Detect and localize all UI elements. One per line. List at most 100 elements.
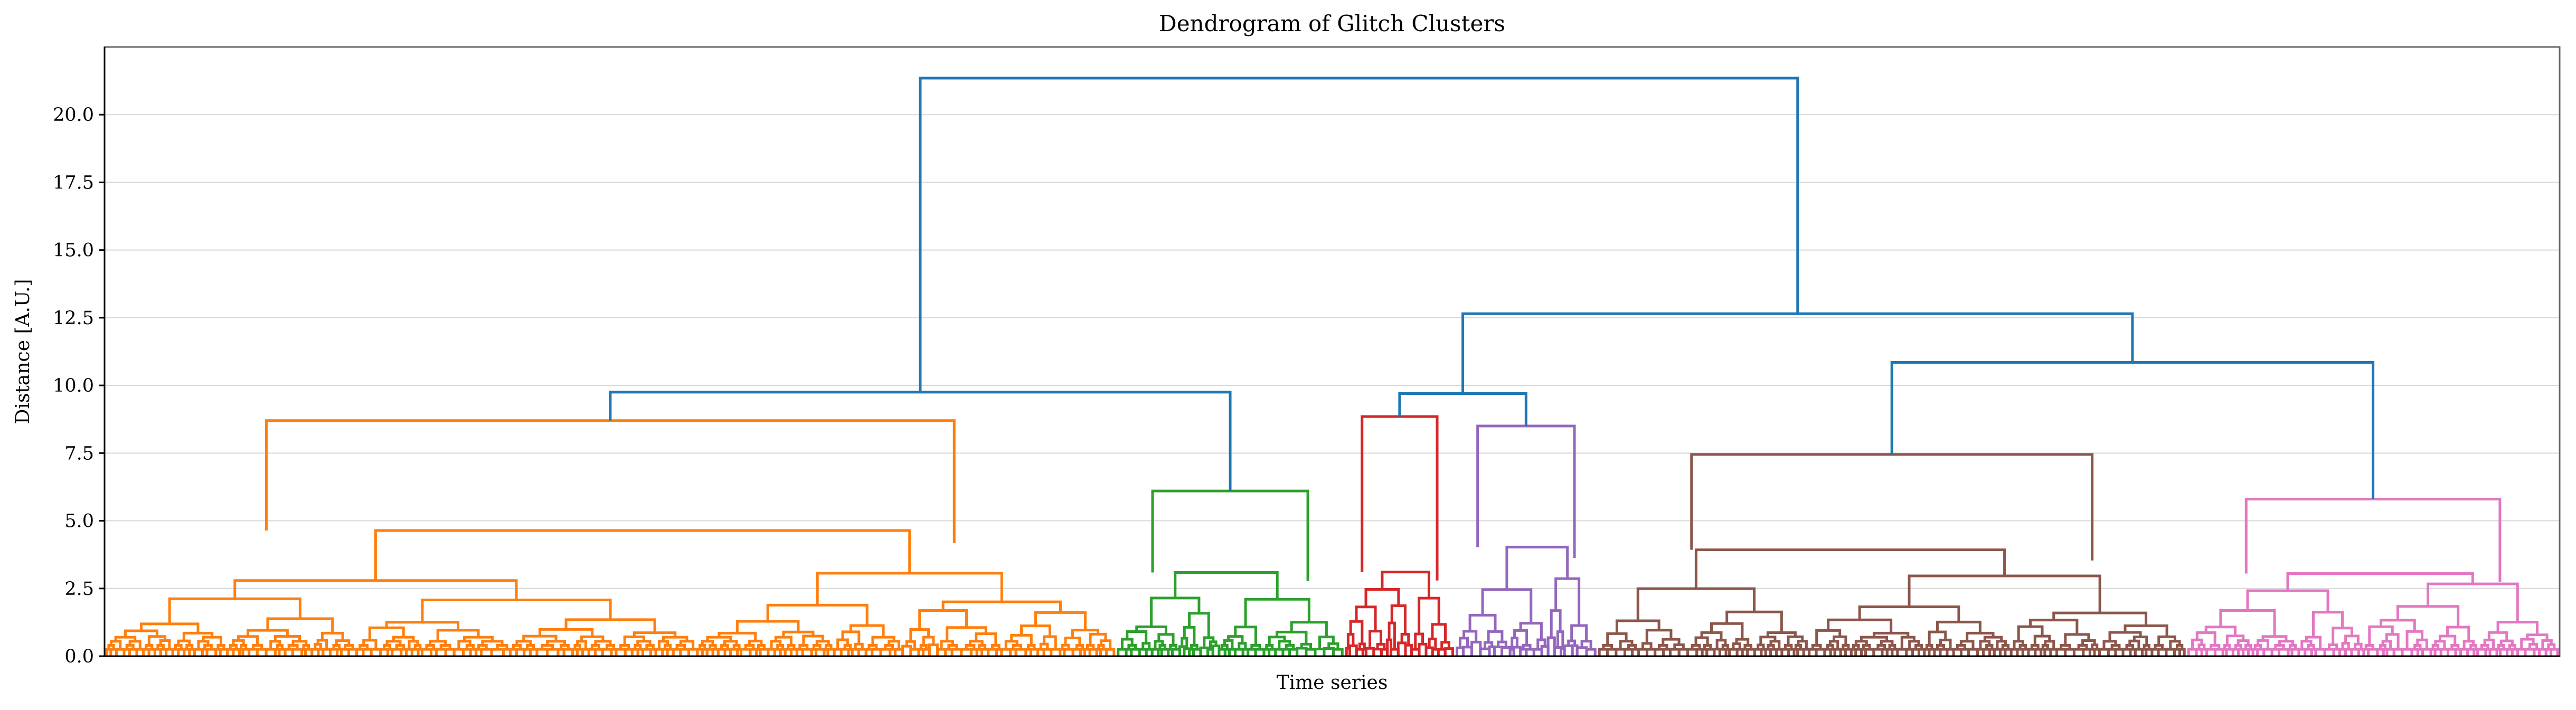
cluster-link (1381, 571, 1430, 599)
cluster-link (2178, 648, 2186, 656)
cluster-link (1418, 597, 1440, 634)
cluster-link (849, 624, 885, 638)
cluster-link (1936, 620, 1981, 633)
cluster-link (1797, 640, 1808, 650)
y-tick-label: 17.5 (53, 172, 94, 193)
cluster-link (2368, 625, 2394, 646)
cluster-link (1585, 648, 1597, 656)
cluster-link (1050, 648, 1062, 656)
cluster-link (291, 648, 304, 656)
cluster-link (1364, 588, 1400, 607)
cluster-link (1468, 613, 1497, 632)
cluster-link (1135, 625, 1167, 635)
root-link (1398, 392, 1527, 427)
cluster-link (2098, 648, 2110, 656)
cluster-link (1668, 648, 1681, 656)
cluster-link (1443, 647, 1454, 656)
y-axis-label: Distance [A.U.] (12, 279, 34, 424)
cluster-link (392, 636, 415, 641)
axes: 0.0 2.5 5.0 7.5 10.0 12.5 15.0 17.5 20.0 (53, 46, 2561, 667)
cluster-link (1300, 642, 1312, 650)
y-tick-label: 20.0 (53, 105, 94, 126)
cluster-link (2446, 626, 2470, 641)
cluster-brown (1598, 453, 2186, 656)
cluster-link (2246, 589, 2329, 612)
cluster-purple (1456, 424, 1597, 656)
cluster-link (2219, 609, 2276, 637)
cluster-link (463, 636, 494, 641)
cluster-link (479, 648, 493, 656)
cluster-link (1700, 631, 1723, 640)
cluster-link (429, 640, 447, 646)
cluster-link (2195, 631, 2216, 646)
cluster-link (1645, 629, 1673, 643)
cluster-link (1314, 648, 1326, 656)
cluster-link (1223, 639, 1234, 650)
cluster-top-link (2244, 498, 2502, 582)
cluster-link (2427, 582, 2519, 622)
cluster-link (1725, 610, 1783, 633)
cluster-link (1641, 642, 1653, 650)
cluster-link (1686, 648, 1699, 656)
y-tick-label: 15.0 (53, 240, 94, 261)
cluster-link (580, 635, 605, 641)
cluster-link (1358, 642, 1366, 650)
cluster-link (1150, 597, 1201, 627)
cluster-link (391, 648, 403, 656)
cluster-link (1071, 629, 1100, 638)
cluster-link (2520, 638, 2535, 650)
cluster-link (1105, 648, 1116, 656)
cluster-link (1967, 648, 1979, 656)
cluster-link (1039, 642, 1049, 650)
cluster-link (1209, 640, 1218, 650)
cluster-link (1715, 639, 1727, 649)
cluster-link (2332, 627, 2354, 645)
cluster-link (2401, 648, 2413, 656)
cluster-link (2547, 643, 2556, 650)
cluster-link (2396, 605, 2460, 627)
cluster-orange (105, 419, 1116, 656)
cluster-link (2367, 648, 2379, 656)
cluster-link (1860, 636, 1889, 641)
cluster-link (452, 648, 465, 656)
cluster-link (2344, 635, 2360, 645)
cluster-link (1227, 635, 1244, 643)
cluster-top-link (1361, 415, 1439, 581)
cluster-link (1346, 633, 1355, 649)
cluster-link (374, 529, 911, 581)
cluster-link (335, 639, 351, 646)
cluster-link (1043, 635, 1057, 650)
cluster-link (706, 636, 732, 641)
cluster-link (564, 618, 656, 633)
cluster-link (535, 648, 549, 656)
cluster-link (1296, 647, 1308, 656)
cluster-link (801, 648, 813, 656)
plot-frame (103, 46, 2561, 657)
cluster-link (1636, 587, 1756, 621)
y-tick-label: 10.0 (53, 375, 94, 396)
cluster-link (1900, 636, 1916, 650)
cluster-link (1619, 640, 1634, 650)
cluster-link (960, 648, 973, 656)
cluster-top-link (1690, 453, 2094, 561)
cluster-link (2017, 625, 2044, 641)
cluster-link (1431, 623, 1447, 642)
cluster-link (1858, 605, 1960, 622)
y-tick-label: 12.5 (53, 308, 94, 329)
cluster-pink (2187, 498, 2559, 656)
cluster-link (1896, 648, 1908, 656)
cluster-link (1388, 621, 1396, 650)
cluster-link (841, 630, 861, 645)
cluster-link (2341, 641, 2350, 650)
cluster-link (370, 648, 382, 656)
cluster-link (1513, 629, 1528, 646)
y-tick-label: 0.0 (64, 646, 94, 667)
cluster-link (237, 635, 259, 646)
cluster-link (205, 648, 218, 656)
cluster-link (1203, 636, 1215, 648)
cluster-link (1479, 647, 1491, 656)
cluster-link (522, 635, 558, 641)
grid-lines (105, 114, 2560, 657)
